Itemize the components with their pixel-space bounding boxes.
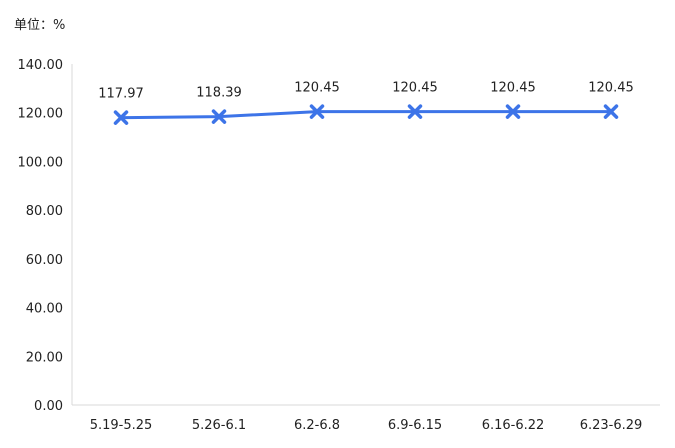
marker-stroke <box>603 104 619 119</box>
data-point-marker <box>309 104 325 119</box>
x-tick-label: 6.23-6.29 <box>580 418 643 433</box>
data-label: 120.45 <box>588 81 634 96</box>
y-tick-label: 40.00 <box>26 302 63 317</box>
marker-stroke <box>309 104 325 119</box>
x-tick-label: 5.19-5.25 <box>90 418 153 433</box>
marker-stroke <box>211 109 227 124</box>
marker-stroke <box>407 104 423 119</box>
y-tick-label: 60.00 <box>26 253 63 268</box>
marker-stroke <box>113 110 129 125</box>
data-point-marker <box>113 110 129 125</box>
x-tick-label: 6.2-6.8 <box>294 418 340 433</box>
series-line <box>119 110 613 120</box>
data-label-group: 117.97 118.39 120.45 120.45 120.45 120.45 <box>98 81 634 102</box>
data-point-marker <box>211 109 227 124</box>
y-tick-label: 140.00 <box>18 58 64 73</box>
series-line-group <box>113 104 619 125</box>
data-label: 117.97 <box>98 87 144 102</box>
unit-label: 单位：% <box>14 18 65 33</box>
x-axis: 5.19-5.25 5.26-6.1 6.2-6.8 6.9-6.15 6.16-6.2… <box>72 404 660 433</box>
x-tick-label: 6.9-6.15 <box>388 418 442 433</box>
data-point-marker <box>407 104 423 119</box>
data-point-marker <box>505 104 521 119</box>
data-label: 118.39 <box>196 86 242 101</box>
x-tick-label: 5.26-6.1 <box>192 418 246 433</box>
data-label: 120.45 <box>490 81 536 96</box>
y-tick-label: 80.00 <box>26 204 63 219</box>
y-tick-label: 20.00 <box>26 350 63 365</box>
y-tick-label: 120.00 <box>18 107 64 122</box>
x-tick-label: 6.16-6.22 <box>482 418 545 433</box>
data-label: 120.45 <box>392 81 438 96</box>
marker-stroke <box>505 104 521 119</box>
data-point-marker <box>603 104 619 119</box>
y-tick-label: 100.00 <box>18 155 64 170</box>
y-axis: 0.00 20.00 40.00 60.00 80.00 100.00 120.00 140.… <box>18 58 73 414</box>
y-tick-label: 0.00 <box>34 399 63 414</box>
data-label: 120.45 <box>294 81 340 96</box>
